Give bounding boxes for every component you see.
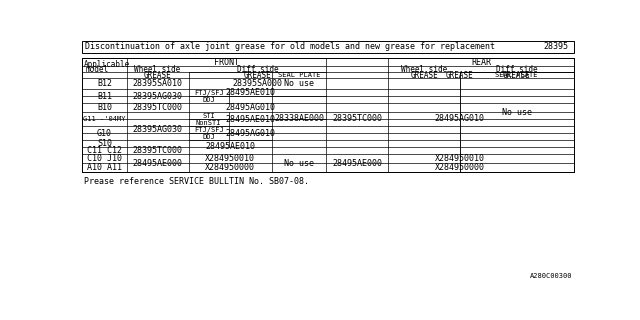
Text: 28495AG010: 28495AG010 xyxy=(225,103,275,112)
Text: A280C00300: A280C00300 xyxy=(530,273,572,279)
Text: SEAL PLATE: SEAL PLATE xyxy=(495,72,538,78)
Text: NonSTI: NonSTI xyxy=(196,120,221,126)
Text: Wheel side: Wheel side xyxy=(134,65,180,74)
Text: 28395AG030: 28395AG030 xyxy=(132,92,182,101)
Text: GREASE: GREASE xyxy=(446,71,474,80)
Text: 28495AE010: 28495AE010 xyxy=(225,88,275,97)
Text: DDJ: DDJ xyxy=(202,97,215,103)
Text: G11 -'04MY: G11 -'04MY xyxy=(83,116,125,122)
Text: X284950010: X284950010 xyxy=(435,154,484,163)
Text: No use: No use xyxy=(284,79,314,88)
Text: No use: No use xyxy=(502,108,532,117)
Text: C10 J10: C10 J10 xyxy=(87,154,122,163)
Text: 28495AG010: 28495AG010 xyxy=(225,129,275,138)
Text: 28495AE010: 28495AE010 xyxy=(225,115,275,124)
Text: B11: B11 xyxy=(97,92,112,101)
Text: Prease reference SERVICE BULLTIN No. SB07-08.: Prease reference SERVICE BULLTIN No. SB0… xyxy=(84,177,309,186)
Text: B12: B12 xyxy=(97,79,112,88)
Text: SEAL PLATE: SEAL PLATE xyxy=(278,72,321,78)
Text: C11 C12: C11 C12 xyxy=(87,146,122,155)
Text: 28395TC000: 28395TC000 xyxy=(332,114,383,123)
Text: 28495AE000: 28495AE000 xyxy=(132,159,182,168)
Text: GREASE: GREASE xyxy=(503,71,531,80)
Text: FTJ/SFJ: FTJ/SFJ xyxy=(194,90,223,96)
Text: 28395TC000: 28395TC000 xyxy=(132,103,182,112)
Text: FTJ/SFJ: FTJ/SFJ xyxy=(194,127,223,133)
Bar xyxy=(83,59,573,172)
Text: A10 A11: A10 A11 xyxy=(87,163,122,172)
Text: 28495AE000: 28495AE000 xyxy=(332,159,383,168)
Text: X284950000: X284950000 xyxy=(205,163,255,172)
Text: Wheel side: Wheel side xyxy=(401,65,447,74)
Text: X284950010: X284950010 xyxy=(205,154,255,163)
Text: REAR: REAR xyxy=(471,58,491,67)
Text: GREASE: GREASE xyxy=(410,71,438,80)
Text: 28395SA000: 28395SA000 xyxy=(232,79,282,88)
Bar xyxy=(83,41,573,53)
Text: 28395SA010: 28395SA010 xyxy=(132,79,182,88)
Text: X284950000: X284950000 xyxy=(435,163,484,172)
Text: 28495AE010: 28495AE010 xyxy=(205,142,255,151)
Text: Diff side: Diff side xyxy=(237,65,278,74)
Text: FRONT: FRONT xyxy=(214,58,239,67)
Text: No use: No use xyxy=(284,159,314,168)
Text: 28395TC000: 28395TC000 xyxy=(132,146,182,155)
Text: B10: B10 xyxy=(97,103,112,112)
Text: Applicable: Applicable xyxy=(84,60,130,69)
Text: GREASE: GREASE xyxy=(143,71,172,80)
Text: DDJ: DDJ xyxy=(202,133,215,140)
Text: 28395: 28395 xyxy=(543,42,568,52)
Text: S10: S10 xyxy=(97,139,112,148)
Text: Diff side: Diff side xyxy=(496,65,538,74)
Text: GREASE: GREASE xyxy=(244,71,271,80)
Text: 28338AE000: 28338AE000 xyxy=(275,114,324,123)
Text: STI: STI xyxy=(202,113,215,119)
Text: Discontinuation of axle joint grease for old models and new grease for replaceme: Discontinuation of axle joint grease for… xyxy=(84,42,495,52)
Text: 28395AG030: 28395AG030 xyxy=(132,125,182,134)
Text: model: model xyxy=(85,65,109,74)
Text: 28495AG010: 28495AG010 xyxy=(435,114,484,123)
Text: G10: G10 xyxy=(97,129,112,138)
